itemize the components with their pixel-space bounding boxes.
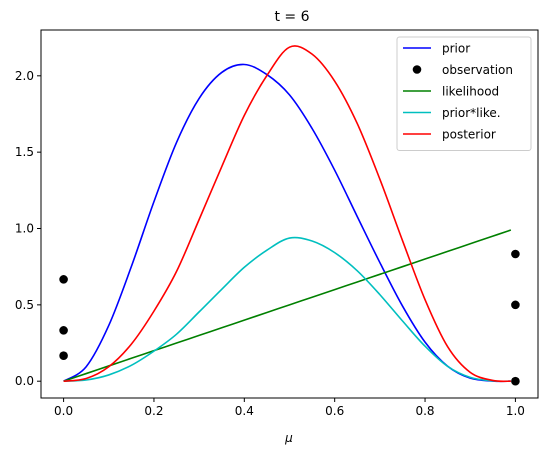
y-tick-label: 1.5 <box>15 145 34 159</box>
legend-item-prior-like: prior*like. <box>403 106 501 120</box>
y-tick-label: 0.0 <box>15 374 34 388</box>
y-tick-label: 0.5 <box>15 298 34 312</box>
legend-label: prior <box>442 42 470 56</box>
plot-area <box>59 45 520 386</box>
legend-item-likelihood: likelihood <box>403 85 499 99</box>
x-tick-label: 0.8 <box>415 404 434 418</box>
x-axis-label: μ <box>284 431 293 445</box>
legend-item-observation: observation <box>412 63 513 77</box>
observation-point <box>59 326 68 335</box>
axes: 0.0 0.2 0.4 0.6 0.8 1.0 0.0 0.5 1.0 1.5 2.0 <box>15 29 539 418</box>
legend-item-posterior: posterior <box>403 128 496 142</box>
series-line-prior-like <box>63 236 511 383</box>
x-tick-label: 0.6 <box>325 404 344 418</box>
x-tick-label: 0.0 <box>54 404 73 418</box>
legend-label: posterior <box>442 128 496 142</box>
chart-title: t = 6 <box>274 9 309 25</box>
series-line-posterior <box>63 45 511 383</box>
legend-label: prior*like. <box>442 106 501 120</box>
legend-box <box>396 36 532 151</box>
observation-point <box>511 376 520 386</box>
observation-point <box>59 275 68 284</box>
observation-point <box>59 351 68 361</box>
y-tick-label: 1.0 <box>15 222 34 236</box>
observation-point <box>511 300 520 310</box>
axes-frame <box>40 29 539 399</box>
legend-marker <box>412 65 422 74</box>
series-line-likelihood <box>63 229 512 382</box>
legend-item-prior: prior <box>403 42 470 56</box>
observation-point <box>511 249 520 259</box>
x-tick-label: 0.4 <box>235 404 254 418</box>
legend-label: observation <box>442 63 513 77</box>
x-tick-label: 0.2 <box>144 404 163 418</box>
legend: prior observation likelihood prior*like. pos… <box>396 36 532 151</box>
x-tick-label: 1.0 <box>506 404 525 418</box>
legend-label: likelihood <box>442 85 499 99</box>
y-tick-label: 2.0 <box>15 69 34 83</box>
